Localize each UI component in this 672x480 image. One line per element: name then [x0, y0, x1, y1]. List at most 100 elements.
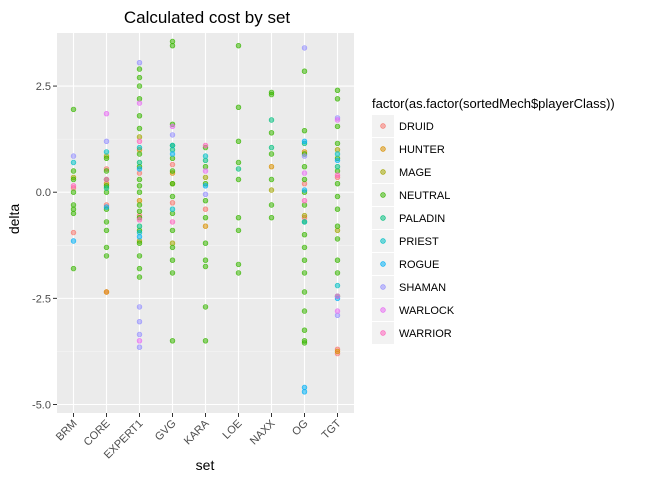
legend-swatch-priest [380, 238, 386, 244]
data-point-neutral [103, 155, 110, 162]
data-point-neutral [334, 236, 341, 242]
data-point-warrior [103, 176, 110, 183]
data-point-rogue [70, 238, 77, 244]
data-point-neutral [235, 138, 242, 145]
legend-swatch-warlock [380, 307, 386, 313]
data-point-neutral [202, 215, 209, 221]
data-point-neutral [70, 265, 77, 272]
data-point-neutral [268, 176, 275, 183]
data-point-neutral [169, 227, 176, 234]
data-point-neutral [136, 83, 143, 89]
data-point-priest [334, 151, 341, 157]
data-point-neutral [202, 240, 209, 246]
chart-title: Calculated cost by set [124, 8, 291, 27]
data-point-shaman [136, 344, 143, 350]
data-point-neutral [301, 164, 308, 170]
data-point-neutral [235, 104, 242, 111]
data-point-neutral [202, 304, 209, 310]
data-point-warlock [334, 117, 341, 123]
data-point-neutral [136, 202, 143, 208]
data-point-rogue [301, 187, 308, 193]
data-point-shaman [136, 331, 143, 338]
data-point-neutral [169, 193, 176, 200]
data-point-warrior [334, 172, 341, 178]
data-point-priest [169, 142, 176, 149]
data-point-neutral [301, 244, 308, 251]
data-point-warrior [169, 219, 176, 225]
data-point-warrior [70, 183, 77, 189]
data-point-priest [202, 153, 209, 159]
data-point-neutral [235, 261, 242, 268]
data-point-warlock [136, 338, 143, 344]
data-point-neutral [136, 151, 143, 157]
data-point-neutral [235, 42, 242, 49]
data-point-priest [70, 159, 77, 166]
data-point-paladin [268, 144, 275, 151]
legend-label-warrior: WARRIOR [399, 328, 452, 340]
data-point-rogue [202, 183, 209, 189]
legend-swatch-neutral [380, 192, 386, 198]
data-point-neutral [103, 244, 110, 251]
data-point-rogue [301, 389, 308, 395]
data-point-shaman [136, 304, 143, 310]
data-point-paladin [136, 223, 143, 229]
x-tick-label: NAXX [248, 417, 278, 447]
x-axis-title: set [196, 457, 215, 473]
data-point-mage [268, 187, 275, 193]
data-point-mage [202, 174, 209, 181]
legend-label-shaman: SHAMAN [399, 282, 446, 294]
data-point-warlock [334, 308, 341, 314]
data-point-rogue [136, 234, 143, 240]
data-point-warlock [103, 110, 110, 117]
legend-label-mage: MAGE [399, 167, 431, 179]
data-point-neutral [301, 327, 308, 333]
data-point-warlock [334, 293, 341, 299]
data-point-rogue [103, 204, 110, 210]
y-tick-label: 0.0 [36, 187, 51, 199]
legend-swatch-warrior [380, 330, 386, 336]
data-point-warlock [202, 168, 209, 174]
data-point-neutral [268, 151, 275, 157]
data-point-neutral [268, 91, 275, 98]
data-point-neutral [268, 130, 275, 136]
data-point-neutral [202, 263, 209, 270]
legend-label-neutral: NEUTRAL [399, 190, 450, 202]
data-point-druid [169, 200, 176, 206]
data-point-neutral [136, 208, 143, 215]
data-point-neutral [301, 340, 308, 346]
data-point-paladin [334, 164, 341, 170]
data-point-neutral [202, 257, 209, 263]
data-point-neutral [301, 308, 308, 314]
data-point-neutral [301, 68, 308, 74]
data-point-neutral [169, 42, 176, 49]
data-point-warrior [202, 142, 209, 149]
legend-swatch-rogue [380, 261, 386, 267]
x-tick-label: CORE [82, 418, 113, 449]
legend-label-hunter: HUNTER [399, 144, 445, 156]
data-point-neutral [136, 189, 143, 195]
y-axis-title: delta [6, 204, 22, 235]
legend-label-druid: DRUID [399, 121, 434, 133]
data-point-rogue [136, 166, 143, 172]
data-point-neutral [301, 128, 308, 134]
y-tick-label: 2.5 [36, 81, 51, 93]
data-point-neutral [202, 198, 209, 204]
data-point-mage [301, 212, 308, 219]
data-point-neutral [235, 215, 242, 221]
x-tick-label: LOE [221, 418, 245, 442]
data-point-neutral [70, 189, 77, 195]
data-point-neutral [169, 257, 176, 263]
data-point-warrior [136, 217, 143, 223]
x-tick-label: GVG [153, 418, 179, 444]
data-point-neutral [136, 183, 143, 189]
data-point-neutral [334, 181, 341, 187]
data-point-warlock [301, 170, 308, 176]
data-point-paladin [136, 159, 143, 166]
data-point-neutral [70, 176, 77, 183]
data-point-neutral [202, 338, 209, 344]
data-point-hunter [268, 164, 275, 170]
legend-label-rogue: ROGUE [399, 259, 439, 271]
plot-panel [57, 33, 354, 413]
data-point-neutral [136, 74, 143, 81]
data-point-neutral [103, 168, 110, 174]
